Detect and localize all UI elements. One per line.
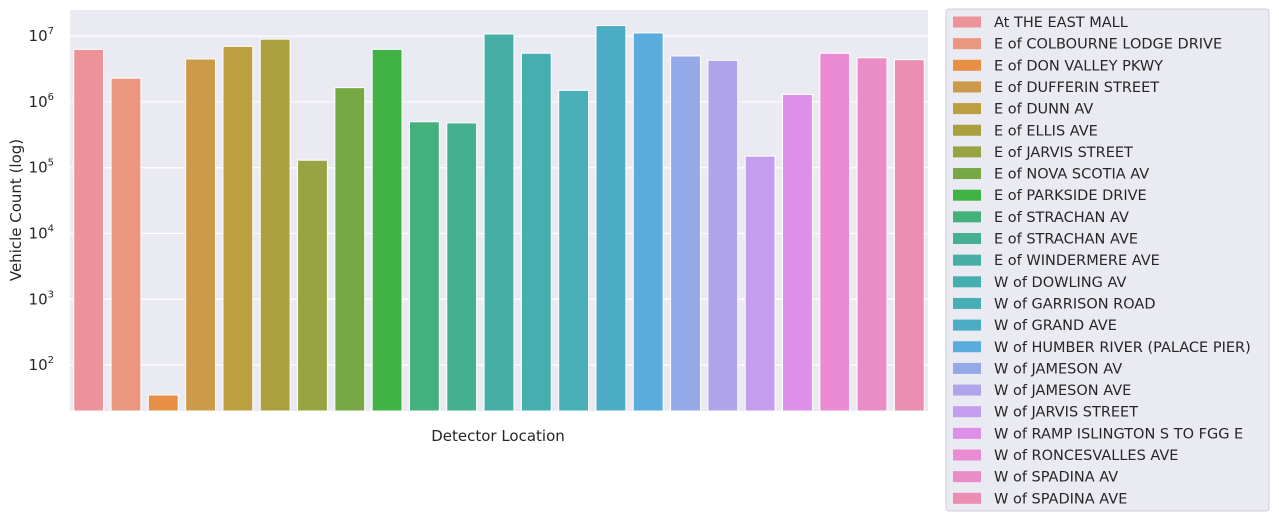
legend-swatch [953,168,981,180]
legend-swatch [953,124,981,136]
legend-label: W of JAMESON AV [994,361,1122,377]
legend-swatch [953,59,981,71]
y-tick-label: 105 [29,158,54,177]
legend-label: W of GARRISON ROAD [994,296,1156,312]
bar [185,58,216,412]
legend: At THE EAST MALL E of COLBOURNE LODGE DRI… [945,8,1270,512]
legend-label: W of GRAND AVE [994,318,1117,334]
bar [856,57,888,412]
y-tick-labels: 102 103 104 105 106 107 [29,26,54,374]
legend-swatch [953,38,981,50]
x-axis-label: Detector Location [431,427,565,445]
legend-label: E of NOVA SCOTIA AV [994,167,1149,183]
legend-label: W of JARVIS STREET [994,405,1138,421]
bar [632,32,664,412]
bar [371,48,403,412]
bar [558,89,590,412]
legend-swatch [953,146,981,158]
y-tick-label: 104 [29,223,54,242]
legend-swatch [953,16,981,28]
legend-label: E of STRACHAN AVE [994,232,1138,248]
legend-label: E of DUFFERIN STREET [994,80,1159,96]
bar [222,45,254,412]
legend-swatch [953,362,981,374]
y-tick-label: 103 [29,289,54,308]
bar [334,87,366,412]
legend-swatch [953,319,981,331]
legend-swatch [953,103,981,115]
legend-label: E of ELLIS AVE [994,123,1098,139]
legend-swatch [953,449,981,461]
legend-label: E of DUNN AV [994,102,1093,118]
legend-swatch [953,406,981,418]
y-tick-label: 106 [29,92,54,111]
legend-label: E of DON VALLEY PKWY [994,58,1163,74]
legend-label: E of PARKSIDE DRIVE [994,188,1147,204]
legend-swatch [953,276,981,288]
legend-label: W of RAMP ISLINGTON S TO FGG E [994,426,1243,442]
bar [446,122,478,412]
bars [73,25,925,412]
bar [483,33,515,412]
y-axis-label: Vehicle Count (log) [7,139,25,281]
legend-label: At THE EAST MALL [994,15,1128,31]
legend-swatch [953,189,981,201]
bar [520,52,552,412]
legend-swatch [953,297,981,309]
legend-label: E of WINDERMERE AVE [994,253,1160,269]
bar [147,394,179,412]
bar [408,121,440,412]
legend-swatch [953,81,981,93]
legend-label: W of SPADINA AVE [994,491,1127,507]
bar [782,93,813,412]
legend-swatch [953,233,981,244]
legend-swatch [953,254,981,266]
legend-label: W of DOWLING AV [994,275,1126,291]
bar [744,155,776,412]
legend-label: E of JARVIS STREET [994,145,1133,161]
y-tick-label: 107 [29,26,54,45]
legend-label: W of JAMESON AVE [994,383,1131,399]
legend-swatch [953,471,981,483]
bar [73,48,105,412]
bar [893,59,925,412]
bar [110,77,142,412]
bar [819,52,851,412]
legend-swatch [953,384,981,396]
bar [670,55,701,412]
bar [595,25,627,412]
legend-label: E of STRACHAN AV [994,210,1129,226]
legend-frame [945,8,1270,512]
legend-label: W of SPADINA AV [994,470,1118,486]
legend-swatch [953,427,981,439]
legend-swatch [953,341,981,353]
legend-label: W of RONCESVALLES AVE [994,448,1178,464]
y-tick-label: 102 [29,355,54,374]
legend-swatch [953,211,981,223]
bar [297,159,328,412]
legend-label: E of COLBOURNE LODGE DRIVE [994,37,1222,53]
legend-swatch [953,492,981,504]
legend-label: W of HUMBER RIVER (PALACE PIER) [994,340,1251,356]
bar [707,59,739,412]
bar [259,38,291,412]
